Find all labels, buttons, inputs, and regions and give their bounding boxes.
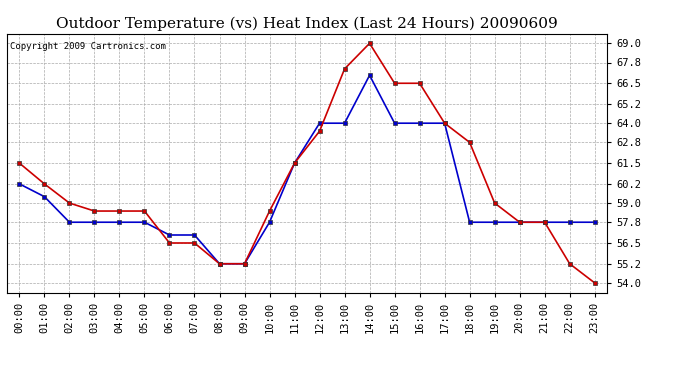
Text: Copyright 2009 Cartronics.com: Copyright 2009 Cartronics.com xyxy=(10,42,166,51)
Title: Outdoor Temperature (vs) Heat Index (Last 24 Hours) 20090609: Outdoor Temperature (vs) Heat Index (Las… xyxy=(56,17,558,31)
